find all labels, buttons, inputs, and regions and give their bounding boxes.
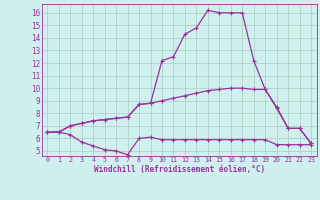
X-axis label: Windchill (Refroidissement éolien,°C): Windchill (Refroidissement éolien,°C) xyxy=(94,165,265,174)
